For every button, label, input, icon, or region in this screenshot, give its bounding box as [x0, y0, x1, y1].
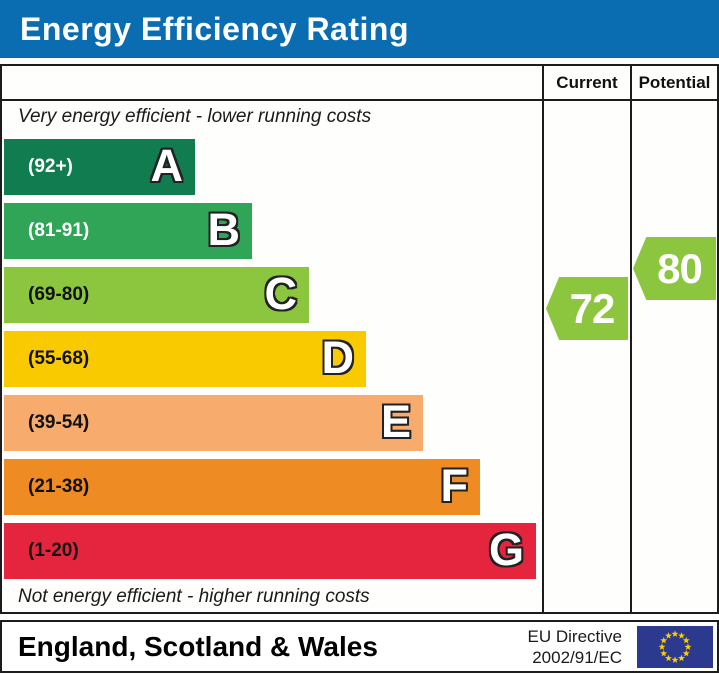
band-letter-D: D — [321, 332, 355, 384]
band-range-label-F: (21-38) — [28, 476, 90, 497]
band-letter-C: C — [264, 268, 298, 320]
bottom-note: Not energy efficient - higher running co… — [18, 586, 370, 607]
band-range-label-B: (81-91) — [28, 220, 90, 241]
band-row-C: (69-80) C — [4, 267, 309, 323]
band-row-G: (1-20) G — [4, 523, 536, 579]
band-row-B: (81-91) B — [4, 203, 252, 259]
current-rating-value: 72 — [569, 284, 616, 332]
band-letter-A: A — [150, 140, 184, 192]
column-divider-potential — [630, 64, 632, 614]
top-note: Very energy efficient - lower running co… — [18, 106, 372, 127]
band-row-E: (39-54) E — [4, 395, 423, 451]
eu-directive-line2: 2002/91/EC — [532, 647, 622, 667]
current-column-header: Current — [556, 72, 618, 92]
eu-flag-icon — [637, 626, 713, 668]
band-row-A: (92+) A — [4, 139, 195, 195]
potential-rating-pointer: 80 — [633, 237, 716, 300]
potential-column-header: Potential — [638, 72, 711, 92]
footer-bar — [0, 620, 719, 673]
header-row-divider — [0, 99, 719, 101]
footer-region-label: England, Scotland & Wales — [18, 630, 378, 662]
eu-directive-label: EU Directive 2002/91/EC — [528, 622, 622, 671]
band-letter-E: E — [380, 396, 411, 448]
band-range-label-E: (39-54) — [28, 412, 90, 433]
band-range-label-C: (69-80) — [28, 284, 90, 305]
band-letter-F: F — [440, 460, 469, 512]
band-letter-G: G — [488, 524, 524, 576]
potential-rating-value: 80 — [657, 244, 703, 292]
band-row-D: (55-68) D — [4, 331, 366, 387]
title-bar: Energy Efficiency Rating — [0, 0, 719, 58]
band-range-label-A: (92+) — [28, 156, 73, 177]
band-range-label-D: (55-68) — [28, 348, 90, 369]
page-title: Energy Efficiency Rating — [20, 10, 409, 47]
band-row-F: (21-38) F — [4, 459, 480, 515]
column-divider-current — [542, 64, 544, 614]
eu-directive-line1: EU Directive — [527, 626, 622, 646]
band-letter-B: B — [207, 204, 241, 256]
band-range-label-G: (1-20) — [28, 540, 79, 561]
current-rating-pointer: 72 — [546, 277, 628, 340]
